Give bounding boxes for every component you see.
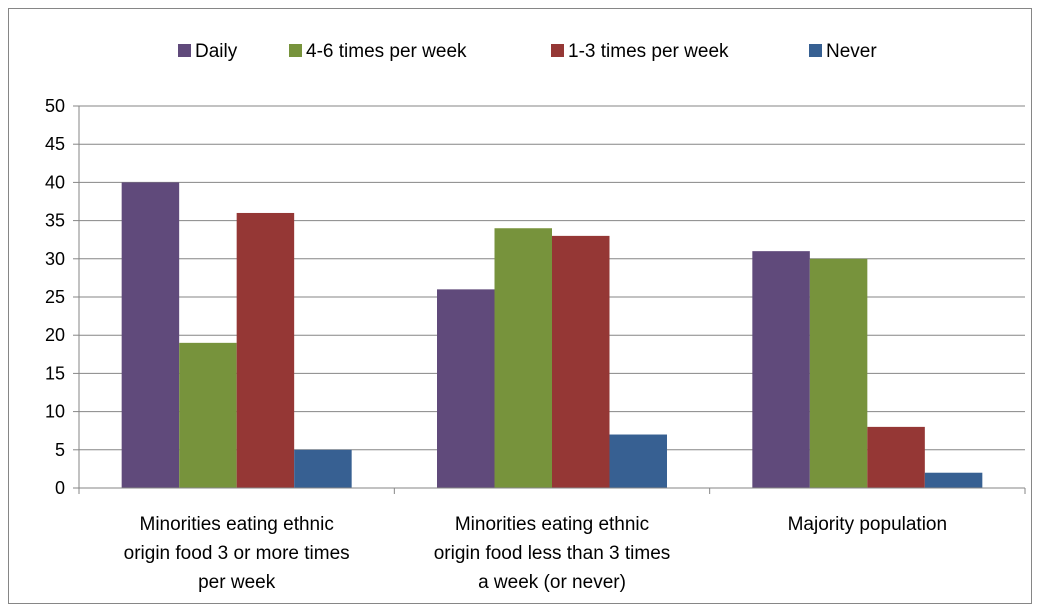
bar	[121, 182, 180, 488]
y-tick-label: 0	[55, 478, 65, 498]
bar	[294, 449, 352, 488]
y-tick-label: 50	[45, 96, 65, 116]
x-category-label: a week (or never)	[478, 572, 626, 593]
x-category-label: per week	[198, 572, 276, 593]
legend-swatch	[289, 44, 302, 57]
x-category-label: Minorities eating ethnic	[455, 514, 649, 535]
y-tick-label: 30	[45, 249, 65, 269]
bar	[437, 289, 495, 488]
legend-swatch	[178, 44, 191, 57]
bar	[809, 258, 868, 488]
y-axis-ticks: 0 5 10 15 20 25 30 35 40 45 50	[45, 96, 79, 498]
x-category-label: Majority population	[788, 514, 947, 535]
bar	[752, 251, 810, 488]
legend-swatch	[551, 44, 564, 57]
y-tick-label: 10	[45, 402, 65, 422]
x-axis-category-labels: Minorities eating ethnic origin food 3 or…	[124, 514, 947, 593]
bars	[121, 182, 983, 489]
legend-label: Never	[826, 41, 877, 62]
bar	[609, 434, 667, 488]
y-tick-label: 35	[45, 211, 65, 231]
legend-label: 1-3 times per week	[568, 41, 729, 62]
x-category-label: origin food less than 3 times	[434, 543, 671, 564]
legend-label: Daily	[195, 41, 238, 62]
legend-swatch	[809, 44, 822, 57]
y-tick-label: 20	[45, 325, 65, 345]
y-tick-label: 40	[45, 172, 65, 192]
x-category-label: Minorities eating ethnic	[140, 514, 334, 535]
bar	[924, 472, 983, 488]
y-tick-label: 15	[45, 363, 65, 383]
x-category-label: origin food 3 or more times	[124, 543, 350, 564]
bar	[236, 212, 295, 488]
y-tick-label: 45	[45, 134, 65, 154]
y-tick-label: 25	[45, 287, 65, 307]
bar	[552, 235, 610, 488]
legend-label: 4-6 times per week	[306, 41, 467, 62]
y-tick-label: 5	[55, 440, 65, 460]
bar	[867, 426, 925, 488]
bar	[179, 342, 237, 488]
bar	[494, 228, 552, 489]
legend: Daily 4-6 times per week 1-3 times per wee…	[178, 41, 877, 62]
